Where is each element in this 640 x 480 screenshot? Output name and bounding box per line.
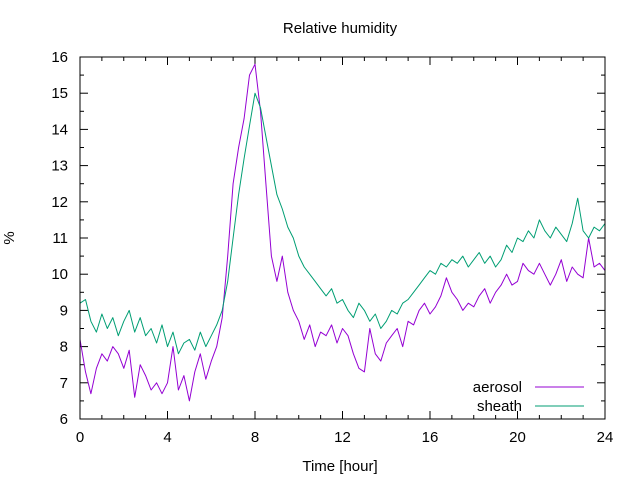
x-tick-label: 12: [334, 429, 351, 446]
y-tick-label: 11: [52, 230, 68, 247]
chart-title: Relative humidity: [283, 20, 398, 37]
y-tick-label: 14: [51, 121, 68, 138]
legend-label-aerosol: aerosol: [473, 379, 522, 396]
y-tick-label: 9: [60, 302, 68, 319]
y-tick-label: 6: [60, 411, 68, 428]
y-axis-label: %: [1, 231, 18, 244]
x-tick-label: 24: [597, 429, 614, 446]
x-tick-label: 16: [422, 429, 439, 446]
series-line-sheath: [79, 92, 606, 355]
legend-label-sheath: sheath: [477, 398, 522, 415]
x-tick-label: 20: [509, 429, 526, 446]
x-axis-label: Time [hour]: [302, 458, 377, 475]
y-tick-label: 10: [51, 266, 68, 283]
tick-labels: 0 4 8 12 16 20 24 6 7 8 9 10 11 12 13 14 15 16: [51, 49, 613, 446]
x-tick-label: 4: [163, 429, 171, 446]
y-tick-label: 7: [60, 375, 68, 392]
x-tick-label: 8: [251, 429, 259, 446]
y-tick-label: 12: [51, 194, 68, 211]
plot-frame: [79, 56, 606, 420]
y-tick-label: 8: [60, 339, 68, 356]
axis-ticks: [79, 56, 606, 420]
series-line-aerosol: [79, 63, 606, 402]
y-tick-label: 13: [51, 158, 68, 175]
legend: aerosol sheath: [473, 379, 584, 415]
series-lines: [79, 63, 606, 402]
y-tick-label: 15: [51, 85, 68, 102]
y-tick-label: 16: [51, 49, 68, 66]
x-tick-label: 0: [76, 429, 84, 446]
